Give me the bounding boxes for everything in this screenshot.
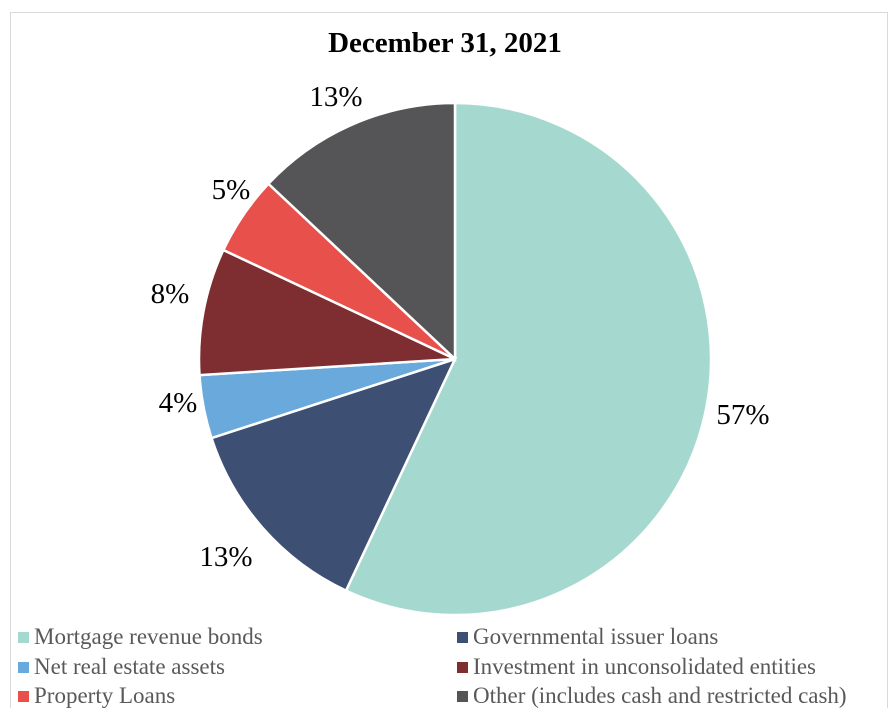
legend-swatch-net-real-estate-assets bbox=[18, 662, 29, 673]
data-label-investment-in-unconsolidated-entities: 8% bbox=[151, 278, 190, 310]
data-label-mortgage-revenue-bonds: 57% bbox=[716, 399, 769, 431]
pie-slice-governmental-issuer-loans bbox=[209, 356, 458, 593]
legend-label-other-includes-cash-and-restricted-cash: Other (includes cash and restricted cash… bbox=[473, 683, 847, 708]
legend-label-governmental-issuer-loans: Governmental issuer loans bbox=[473, 624, 718, 649]
legend-label-mortgage-revenue-bonds: Mortgage revenue bonds bbox=[34, 624, 263, 649]
legend-swatch-mortgage-revenue-bonds bbox=[18, 632, 29, 643]
pie-slice-mortgage-revenue-bonds bbox=[344, 101, 713, 617]
pie-slices bbox=[197, 101, 713, 617]
chart-title: December 31, 2021 bbox=[328, 27, 562, 59]
data-label-property-loans: 5% bbox=[212, 174, 251, 206]
legend-swatch-investment-in-unconsolidated-entities bbox=[457, 662, 468, 673]
legend-label-investment-in-unconsolidated-entities: Investment in unconsolidated entities bbox=[473, 654, 816, 679]
legend-swatch-governmental-issuer-loans bbox=[457, 632, 468, 643]
legend: Mortgage revenue bonds Governmental issue… bbox=[18, 624, 847, 708]
data-label-other-includes-cash-and-restricted-cash: 13% bbox=[309, 81, 362, 113]
data-label-governmental-issuer-loans: 13% bbox=[199, 541, 252, 573]
legend-swatch-other-includes-cash-and-restricted-cash bbox=[457, 691, 468, 702]
pie-slice-investment-in-unconsolidated-entities bbox=[197, 248, 456, 377]
pie-slice-other-includes-cash-and-restricted-cash bbox=[266, 101, 457, 362]
legend-label-net-real-estate-assets: Net real estate assets bbox=[34, 654, 225, 679]
data-label-net-real-estate-assets: 4% bbox=[159, 387, 198, 419]
legend-swatch-property-loans bbox=[18, 691, 29, 702]
chart-frame bbox=[10, 12, 888, 708]
data-labels: 57% 13% 4% 8% 5% 13% bbox=[151, 81, 770, 573]
legend-label-property-loans: Property Loans bbox=[34, 683, 175, 708]
